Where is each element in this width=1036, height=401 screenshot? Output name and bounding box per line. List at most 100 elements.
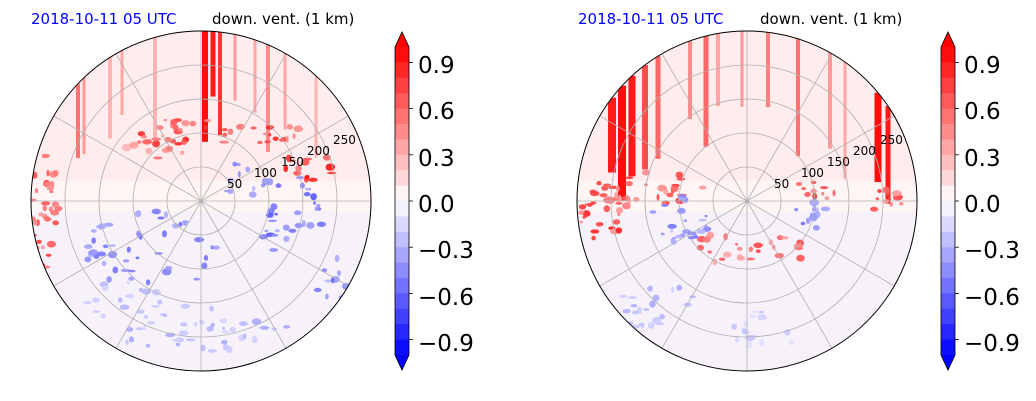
value-patch <box>204 124 208 131</box>
polar-frame-right <box>576 30 918 372</box>
value-patch <box>275 229 280 233</box>
value-patch <box>651 317 662 324</box>
colorbar-tick-label: −0.9 <box>418 331 474 357</box>
value-patch <box>84 256 92 263</box>
value-patch <box>615 201 623 205</box>
value-patch <box>618 194 622 202</box>
colorbar-tick-label: 0.3 <box>964 146 1001 172</box>
value-patch <box>809 214 818 222</box>
value-patch <box>206 326 214 332</box>
value-stripe <box>76 83 80 159</box>
value-patch <box>210 245 214 250</box>
value-patch <box>804 192 811 197</box>
value-patch <box>178 221 183 227</box>
colorbar-segment <box>941 324 955 341</box>
value-patch <box>172 223 180 229</box>
value-patch <box>189 120 197 127</box>
value-patch <box>659 314 666 320</box>
colorbar-segment <box>941 154 955 171</box>
value-patch <box>670 237 675 243</box>
value-patch <box>83 244 93 250</box>
value-patch <box>683 219 688 222</box>
value-patch <box>899 202 904 206</box>
colorbar-segment <box>395 77 409 94</box>
value-patch <box>677 207 686 214</box>
value-patch <box>788 339 794 346</box>
value-patch <box>590 229 600 234</box>
value-patch <box>300 159 310 166</box>
value-patch <box>129 141 139 149</box>
value-patch <box>660 232 665 236</box>
radial-tick-label: 200 <box>853 144 876 158</box>
value-patch <box>601 185 609 191</box>
value-patch <box>283 165 289 173</box>
value-patch <box>652 294 660 302</box>
value-patch <box>136 140 142 144</box>
colorbar-tick-label: −0.6 <box>418 285 474 311</box>
value-patch <box>199 319 205 325</box>
value-patch <box>222 132 228 137</box>
value-patch <box>800 221 806 226</box>
colorbar-segment <box>941 262 955 279</box>
value-patch <box>125 293 135 299</box>
value-patch <box>310 193 317 201</box>
value-patch <box>245 166 251 173</box>
value-patch <box>675 171 684 179</box>
value-patch <box>314 206 319 211</box>
colorbar-outline <box>394 31 410 371</box>
panel-right: 2018-10-11 05 UTC down. vent. (1 km) 50 … <box>576 10 1020 372</box>
value-patch <box>301 220 306 228</box>
value-patch <box>157 216 165 220</box>
value-patch <box>213 245 220 250</box>
value-patch <box>264 140 271 144</box>
colorbar-ticks-left: 0.9 0.6 0.3 0.0 −0.3 −0.6 −0.9 <box>418 53 474 357</box>
colorbar-tick-label: 0.6 <box>418 99 455 125</box>
value-patch <box>83 301 92 304</box>
value-patch <box>736 246 743 251</box>
panel-subtitle-left: down. vent. (1 km) <box>212 10 354 28</box>
value-patch <box>638 322 645 327</box>
value-patch <box>292 133 296 140</box>
value-patch <box>265 125 275 130</box>
value-stripe <box>314 75 318 158</box>
colorbar-extend-min <box>941 355 955 370</box>
value-patch <box>337 270 341 276</box>
value-patch <box>832 189 836 197</box>
value-patch <box>723 233 728 241</box>
panel-left: 2018-10-11 05 UTC down. vent. (1 km) 50 … <box>30 10 474 372</box>
value-stripe <box>608 97 616 173</box>
value-patch <box>204 118 211 123</box>
value-patch <box>119 304 130 310</box>
colorbar-tick-label: −0.6 <box>964 285 1020 311</box>
value-patch <box>163 314 168 317</box>
value-patch <box>96 251 106 257</box>
colorbar-segment <box>395 139 409 156</box>
value-patch <box>680 233 686 237</box>
value-patch <box>578 210 585 215</box>
value-patch <box>49 190 54 194</box>
value-patch <box>661 204 668 207</box>
value-patch <box>870 206 879 212</box>
value-stripe <box>703 36 709 147</box>
value-patch <box>819 186 829 190</box>
colorbar-segment <box>941 247 955 264</box>
value-patch <box>207 349 217 353</box>
value-patch <box>50 209 60 216</box>
value-patch <box>41 153 49 159</box>
radial-tick-label: 50 <box>774 177 789 191</box>
colorbar-outline <box>940 31 956 371</box>
value-patch <box>260 183 266 188</box>
value-patch <box>305 187 312 191</box>
value-patch <box>38 265 44 272</box>
value-patch <box>801 187 807 190</box>
value-patch <box>109 244 116 248</box>
value-patch <box>306 222 315 229</box>
value-patch <box>810 188 817 194</box>
value-patch <box>203 255 209 261</box>
value-patch <box>718 257 726 261</box>
colorbar-segment <box>395 62 409 79</box>
value-patch <box>737 254 743 259</box>
value-patch <box>748 246 754 252</box>
value-patch <box>663 189 669 195</box>
colorbar-segment <box>941 231 955 248</box>
